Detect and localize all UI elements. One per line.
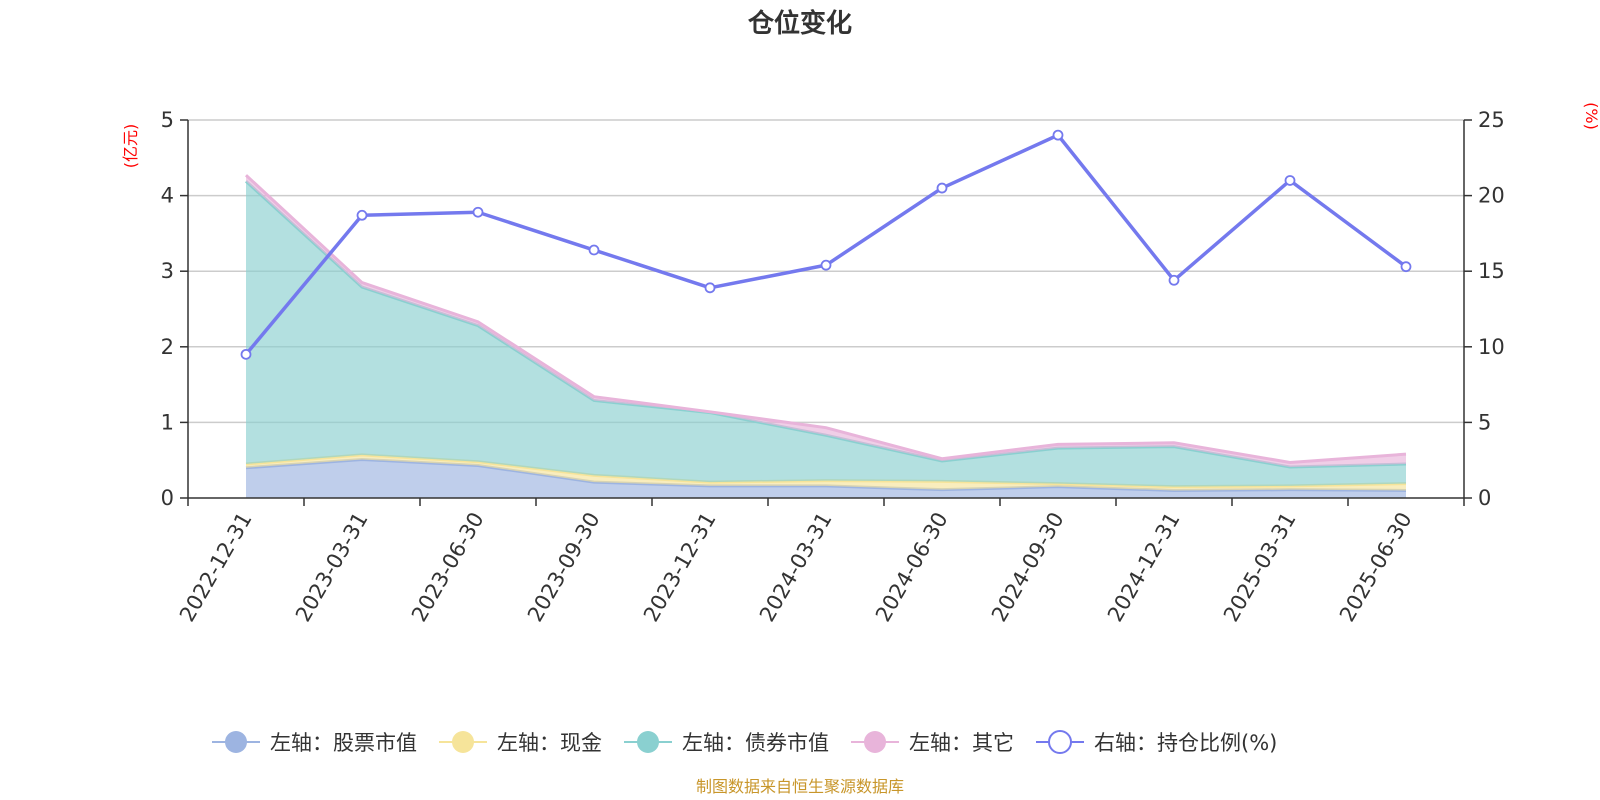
right-axis-tick-label: 25 [1478, 108, 1505, 132]
stacked-areas [244, 174, 1407, 498]
legend-label: 左轴：债券市值 [682, 731, 829, 755]
legend: 左轴：股票市值 左轴：现金 左轴：债券市值 左轴：其它 右轴：持仓比例(%) [212, 730, 1277, 755]
position-ratio-point [588, 244, 600, 256]
left-axis-tick-label: 1 [161, 410, 174, 434]
position-ratio-point [820, 259, 832, 271]
right-axis-tick-label: 5 [1478, 410, 1491, 434]
x-axis-tick-label: 2025-03-31 [1219, 508, 1301, 626]
position-ratio-point [472, 206, 484, 218]
legend-item: 左轴：其它 [851, 731, 1014, 755]
right-axis-tick-label: 10 [1478, 335, 1505, 359]
x-axis-tick-label: 2023-09-30 [523, 508, 605, 626]
left-axis-tick-label: 2 [161, 335, 174, 359]
legend-item: 左轴：债券市值 [624, 731, 829, 755]
x-axis-tick-label: 2024-09-30 [987, 508, 1069, 626]
left-axis-tick-label: 3 [161, 259, 174, 283]
legend-label: 右轴：持仓比例(%) [1094, 731, 1277, 755]
position-ratio-point [1052, 129, 1064, 141]
x-axis-tick-label: 2024-06-30 [871, 508, 953, 626]
legend-ring-marker [1048, 730, 1072, 754]
position-ratio-point [356, 209, 368, 221]
x-axis-tick-label: 2023-06-30 [407, 508, 489, 626]
right-axis-tick-label: 20 [1478, 184, 1505, 208]
legend-dot-marker [452, 731, 474, 753]
position-ratio-point [1400, 261, 1412, 273]
position-ratio-point [240, 348, 252, 360]
stacked-area-edge-series-3 [244, 174, 1407, 464]
legend-item: 右轴：持仓比例(%) [1036, 730, 1277, 755]
right-axis-unit: (%) [1582, 102, 1600, 130]
chart-title: 仓位变化 [747, 8, 852, 39]
position-ratio-point [704, 282, 716, 294]
x-axis-tick-label: 2023-12-31 [639, 508, 721, 626]
x-axis-tick-label: 2022-12-31 [175, 508, 257, 626]
right-axis-tick-label: 0 [1478, 486, 1491, 510]
right-axis-tick-label: 15 [1478, 259, 1505, 283]
left-axis-unit: (亿元) [121, 124, 140, 169]
position-ratio-line [240, 129, 1412, 360]
position-ratio-point [936, 182, 948, 194]
legend-label: 左轴：其它 [909, 731, 1014, 755]
legend-label: 左轴：现金 [497, 731, 602, 755]
left-axis-tick-label: 5 [161, 108, 174, 132]
x-axis-tick-label: 2025-06-30 [1335, 508, 1417, 626]
position-ratio-point [1284, 175, 1296, 186]
position-ratio-point [1168, 274, 1180, 286]
legend-dot-marker [864, 731, 886, 753]
left-axis-tick-label: 0 [161, 486, 174, 510]
legend-dot-marker [637, 731, 659, 753]
left-axis-tick-label: 4 [161, 184, 174, 208]
legend-item: 左轴：现金 [439, 731, 602, 755]
data-source-note: 制图数据来自恒生聚源数据库 [696, 777, 904, 796]
x-axis-tick-label: 2023-03-31 [291, 508, 373, 626]
legend-dot-marker [225, 731, 247, 753]
legend-label: 左轴：股票市值 [270, 731, 417, 755]
stacked-area-series-0 [246, 459, 1406, 498]
stacked-area-series-2 [246, 181, 1406, 487]
x-axis-tick-label: 2024-03-31 [755, 508, 837, 626]
legend-item: 左轴：股票市值 [212, 731, 417, 755]
x-axis-tick-label: 2024-12-31 [1103, 508, 1185, 626]
